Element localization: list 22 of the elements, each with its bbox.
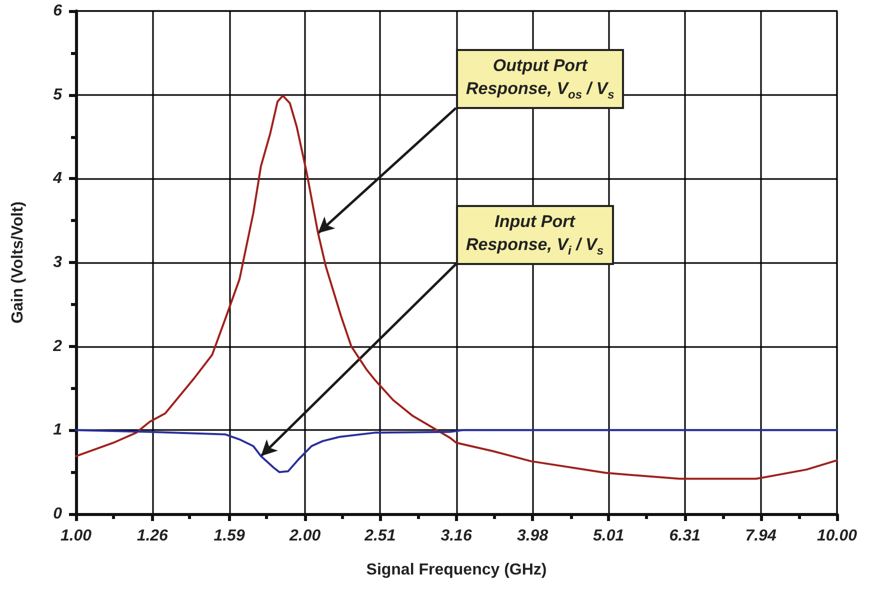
x-tick-label: 3.16 [440, 528, 472, 544]
y-tick-label: 0 [53, 506, 62, 522]
annotation: Input Port Response, V$_{i}$ / V$_{s}$ [456, 205, 614, 265]
x-tick-label: 2.00 [288, 528, 321, 544]
y-tick-label: 3 [53, 254, 62, 271]
x-axis-title: Signal Frequency (GHz) [366, 562, 547, 578]
x-tick-label: 3.98 [516, 528, 548, 544]
x-tick-label: 10.00 [816, 528, 858, 544]
y-tick-label: 5 [53, 86, 64, 104]
y-tick-label: 4 [52, 170, 62, 188]
annotation: Output Port Response, V$_{os}$ / V$_{s}$ [456, 49, 624, 109]
x-tick-label: 1.59 [214, 528, 245, 544]
x-tick-label: 2.51 [364, 528, 396, 544]
x-tick-label: 1.00 [60, 528, 92, 544]
x-tick-label: 1.26 [136, 528, 168, 544]
y-axis-title: Gain (Volts/Volt) [10, 201, 26, 324]
y-tick-label: 6 [53, 2, 62, 20]
x-tick-label: 5.01 [593, 528, 624, 544]
x-tick-label: 7.94 [745, 528, 776, 544]
x-tick-label: 6.31 [669, 528, 700, 544]
y-tick-label: 2 [52, 338, 62, 355]
y-tick-label: 1 [53, 422, 62, 439]
